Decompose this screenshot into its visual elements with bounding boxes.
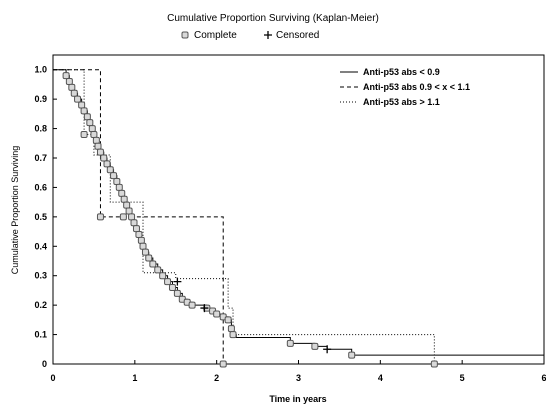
event-point <box>80 130 88 138</box>
event-point <box>139 242 147 250</box>
event-point <box>96 148 104 156</box>
censored-marker-icon <box>264 31 272 39</box>
event-point <box>74 95 82 103</box>
event-point <box>113 178 121 186</box>
event-point <box>125 207 133 215</box>
series-layer <box>53 69 544 368</box>
event-point <box>86 119 94 127</box>
event-point <box>154 266 162 274</box>
x-tick-label: 4 <box>378 373 383 383</box>
y-tick-label: 0.6 <box>34 182 47 192</box>
event-point <box>68 83 76 91</box>
event-point <box>65 77 73 85</box>
event-point <box>430 360 438 368</box>
event-point <box>135 231 143 239</box>
censored-point <box>323 345 332 354</box>
y-axis: 0 0.1 0.2 0.3 0.4 0.5 0.6 0.7 0.8 0.9 1.0 <box>34 65 57 369</box>
event-point <box>123 201 131 209</box>
event-point <box>119 213 127 221</box>
event-point <box>229 331 237 339</box>
marker-legend: Complete Censored <box>181 30 319 41</box>
y-tick-label: 1.0 <box>34 65 47 75</box>
event-point <box>188 301 196 309</box>
event-point <box>62 72 70 80</box>
y-tick-label: 0.2 <box>34 300 47 310</box>
marker-legend-censored-label: Censored <box>276 30 319 41</box>
event-point <box>118 189 126 197</box>
event-point <box>92 136 100 144</box>
event-point <box>88 125 96 133</box>
event-point <box>159 272 167 280</box>
event-point <box>80 107 88 115</box>
x-tick-label: 5 <box>460 373 465 383</box>
event-point <box>132 225 140 233</box>
x-axis: 0 1 2 3 4 5 6 <box>50 360 546 383</box>
event-point <box>145 254 153 262</box>
event-point <box>227 325 235 333</box>
event-point <box>96 213 104 221</box>
y-tick-label: 0.5 <box>34 212 47 222</box>
censored-point <box>173 277 182 286</box>
event-point <box>90 130 98 138</box>
event-point <box>130 219 138 227</box>
y-tick-label: 0.3 <box>34 271 47 281</box>
y-tick-label: 0.7 <box>34 153 47 163</box>
event-point <box>83 113 91 121</box>
event-point <box>100 154 108 162</box>
event-point <box>219 360 227 368</box>
event-point <box>311 342 319 350</box>
y-tick-label: 0.8 <box>34 124 47 134</box>
x-tick-label: 2 <box>214 373 219 383</box>
x-tick-label: 1 <box>132 373 137 383</box>
event-point <box>168 283 176 291</box>
event-point <box>103 160 111 168</box>
series-line-2 <box>53 69 224 364</box>
legend-entry-series-1: Anti-p53 abs < 0.9 <box>363 67 440 77</box>
event-point <box>110 172 118 180</box>
marker-legend-complete-label: Complete <box>194 30 237 41</box>
chart-title: Cumulative Proportion Surviving (Kaplan-… <box>167 13 379 24</box>
event-point <box>94 142 102 150</box>
y-tick-label: 0.4 <box>34 241 47 251</box>
y-tick-label: 0.1 <box>34 330 47 340</box>
event-point <box>106 166 114 174</box>
event-point <box>141 248 149 256</box>
event-point <box>78 101 86 109</box>
event-point <box>213 310 221 318</box>
censored-point <box>200 304 209 313</box>
x-tick-label: 0 <box>50 373 55 383</box>
event-point <box>149 260 157 268</box>
event-point <box>70 89 78 97</box>
complete-marker-icon <box>181 31 189 39</box>
event-point <box>164 278 172 286</box>
x-tick-label: 6 <box>541 373 546 383</box>
y-tick-label: 0.9 <box>34 94 47 104</box>
legend-box <box>333 62 538 109</box>
event-point <box>115 183 123 191</box>
x-tick-label: 3 <box>296 373 301 383</box>
event-point <box>173 289 181 297</box>
event-point <box>120 195 128 203</box>
event-point <box>137 236 145 244</box>
y-tick-label: 0 <box>42 359 47 369</box>
event-point <box>128 213 136 221</box>
legend-entry-series-3: Anti-p53 abs > 1.1 <box>363 97 440 107</box>
series-legend: Anti-p53 abs < 0.9 Anti-p53 abs 0.9 < x … <box>333 62 538 109</box>
legend-entry-series-2: Anti-p53 abs 0.9 < x < 1.1 <box>363 82 470 92</box>
x-axis-label: Time in years <box>269 394 326 404</box>
y-axis-label: Cumulative Proportion Surviving <box>10 146 20 275</box>
event-point <box>286 339 294 347</box>
event-point <box>224 316 232 324</box>
event-point <box>348 351 356 359</box>
